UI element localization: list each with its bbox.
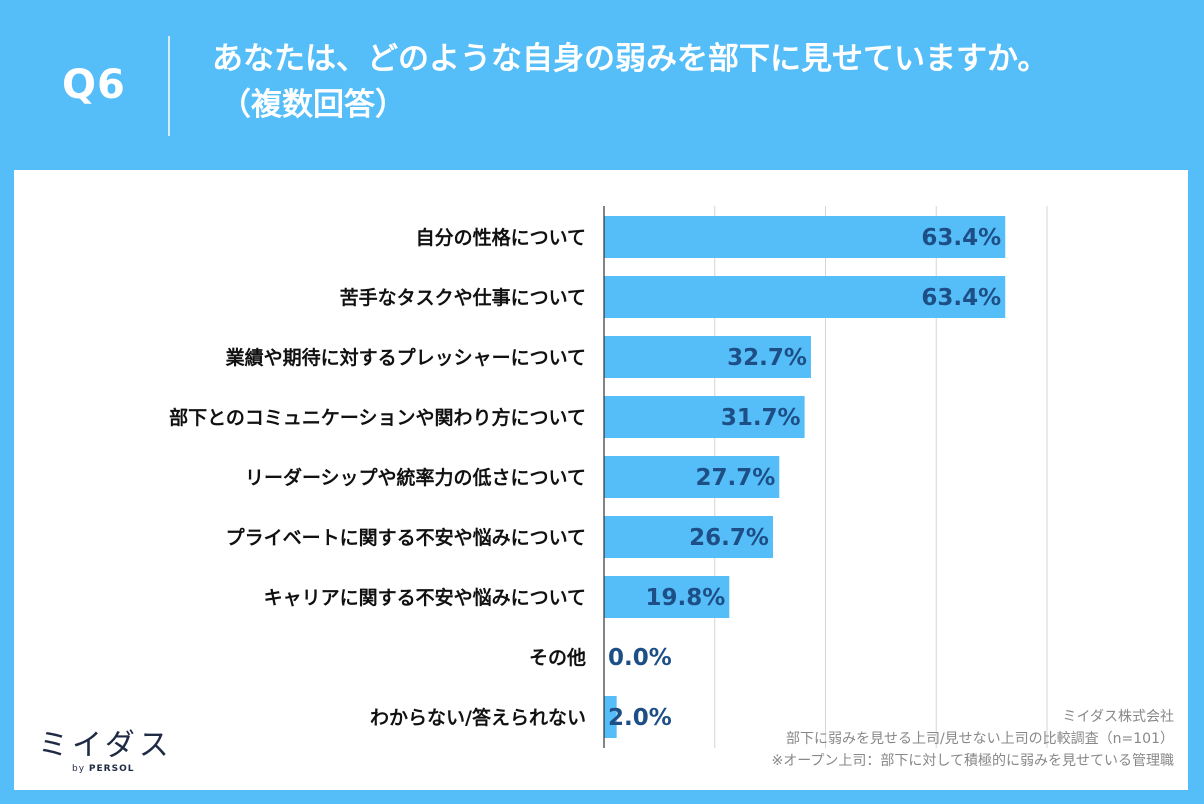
category-label: 部下とのコミュニケーションや関わり方について	[169, 406, 586, 429]
value-label: 32.7%	[727, 345, 807, 371]
question-title-line2: （複数回答）	[220, 87, 406, 123]
value-label: 19.8%	[646, 585, 726, 611]
value-label: 26.7%	[689, 525, 769, 551]
category-label: その他	[529, 646, 586, 669]
value-label: 27.7%	[696, 465, 776, 491]
logo-by: by	[72, 764, 86, 774]
category-label: わからない/答えられない	[370, 706, 586, 729]
bar	[604, 456, 780, 498]
value-label: 31.7%	[721, 405, 801, 431]
logo-brand: PERSOL	[88, 764, 135, 774]
category-label: リーダーシップや統率力の低さについて	[245, 466, 586, 489]
bar	[604, 276, 1006, 318]
value-label: 63.4%	[921, 285, 1001, 311]
bar-chart: 自分の性格について 63.4% 苦手なタスクや仕事について 63.4% 業績や期待に対す…	[169, 206, 1048, 748]
source-notes: ミイダス株式会社 部下に弱みを見せる上司/見せない上司の比較調査（n=101） …	[474, 706, 1174, 772]
category-label: プライベートに関する不安や悩みについて	[226, 526, 586, 549]
value-label: 0.0%	[608, 645, 672, 671]
header-divider	[168, 36, 170, 136]
category-label: 自分の性格について	[416, 226, 586, 249]
category-label: 苦手なタスクや仕事について	[340, 286, 586, 309]
bar	[604, 216, 1006, 258]
header: Q6 あなたは、どのような自身の弱みを部下に見せていますか。 （複数回答）	[0, 0, 1204, 168]
question-title-line1: あなたは、どのような自身の弱みを部下に見せていますか。	[212, 41, 1049, 77]
category-label: キャリアに関する不安や悩みについて	[264, 586, 586, 609]
note-company: ミイダス株式会社	[1062, 709, 1174, 725]
note-footnote: ※オープン上司：部下に対して積極的に弱みを見せている管理職	[771, 753, 1174, 769]
question-number: Q6	[62, 62, 126, 108]
bar	[604, 696, 617, 738]
question-title: あなたは、どのような自身の弱みを部下に見せていますか。 （複数回答）	[212, 36, 1172, 128]
midas-logo: ミイダス by PERSOL	[38, 730, 188, 780]
logo-sub: by PERSOL	[38, 764, 188, 774]
bar	[604, 396, 805, 438]
bar	[604, 576, 730, 618]
bar	[604, 336, 811, 378]
logo-name: ミイダス	[38, 728, 173, 763]
value-label: 63.4%	[921, 225, 1001, 251]
value-label: 2.0%	[608, 705, 672, 731]
category-label: 業績や期待に対するプレッシャーについて	[225, 346, 586, 369]
note-survey: 部下に弱みを見せる上司/見せない上司の比較調査（n=101）	[785, 731, 1174, 747]
chart-card: 自分の性格について 63.4% 苦手なタスクや仕事について 63.4% 業績や期待に対す…	[14, 170, 1188, 790]
bar	[604, 516, 773, 558]
